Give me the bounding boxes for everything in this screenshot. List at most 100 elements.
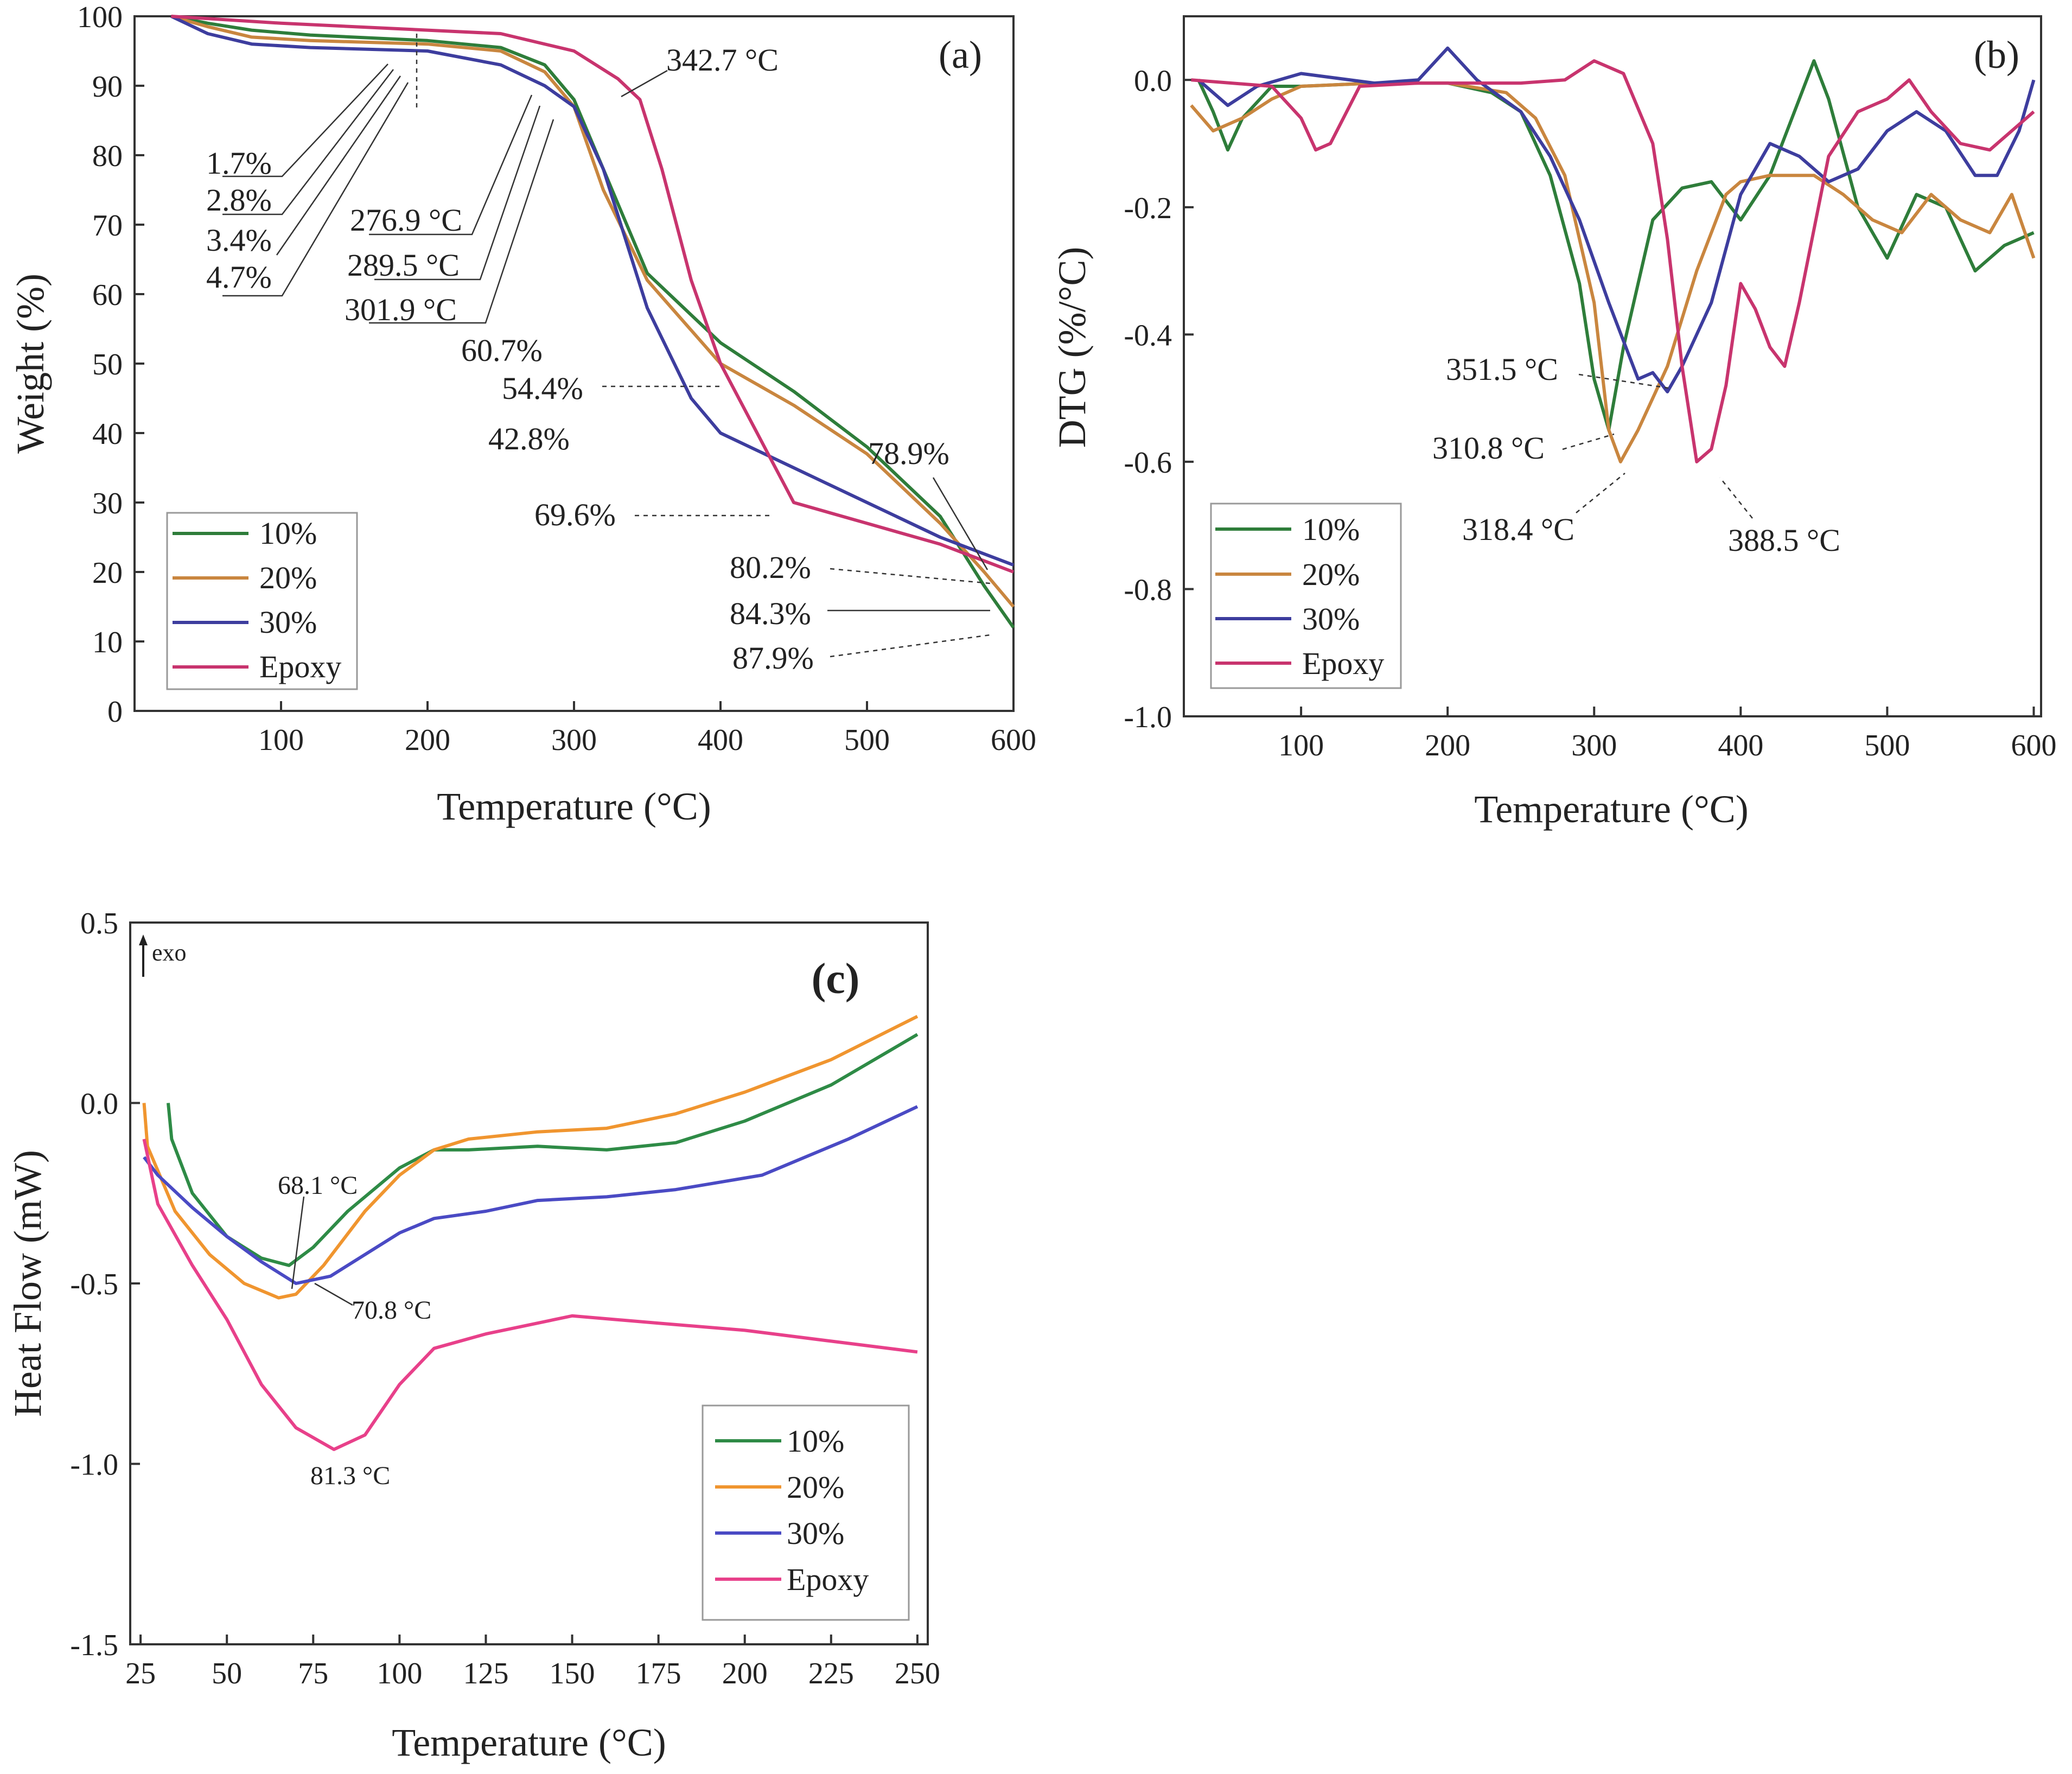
exo-label: exo [152, 939, 187, 966]
x-tick-label: 50 [212, 1657, 242, 1690]
y-tick-label: 60 [92, 278, 123, 312]
y-tick-label: -0.4 [1124, 319, 1172, 352]
panel-c-x-axis-label: Temperature (°C) [392, 1721, 666, 1764]
annotation-mass-loss-2: 2.8% [206, 182, 272, 218]
annotation-peak-30: 351.5 °C [1446, 352, 1558, 387]
annotation-min-epoxy: 81.3 °C [310, 1461, 390, 1490]
y-tick-label: -0.2 [1124, 192, 1172, 225]
x-tick-label: 175 [636, 1657, 681, 1690]
y-tick-label: 90 [92, 70, 123, 104]
y-tick-label: 30 [92, 487, 123, 520]
x-tick-label: 400 [698, 723, 743, 757]
y-tick-label: -1.0 [70, 1448, 118, 1482]
annotation-leader [314, 1282, 353, 1306]
legend-label-20: 20% [259, 560, 317, 595]
legend-label-20: 20% [1302, 557, 1360, 592]
series-line-20pct [142, 1015, 919, 1300]
legend-label-30: 30% [787, 1516, 844, 1551]
panel-b-y-axis-label: DTG (%/°C) [1050, 247, 1094, 448]
legend-label-epoxy: Epoxy [259, 649, 341, 684]
annotation-min-20: 70.8 °C [352, 1296, 431, 1325]
y-tick-label: 0.5 [80, 907, 118, 940]
series-line-20pct [170, 15, 1015, 608]
annotation-epoxy-onset: 342.7 °C [666, 42, 779, 78]
annotation-loss-10-mid: 60.7% [461, 333, 543, 368]
series-line-epoxy [171, 15, 1015, 574]
panel-b-legend: 10% 20% 30% Epoxy [1210, 503, 1402, 689]
panel-b-dtg-chart: 100 200 300 400 500 600 0.0 -0.2 -0.4 -0.6 -0.8 -1.… [1050, 15, 2056, 831]
panel-b-panel-label: (b) [1974, 33, 2019, 77]
annotation-leader [1562, 433, 1615, 450]
annotation-leader [369, 94, 533, 236]
y-tick-label: -0.5 [70, 1268, 118, 1301]
panel-a-legend: 10% 20% 30% Epoxy [166, 512, 358, 690]
series-line-epoxy [1191, 59, 2035, 463]
panel-c-annotations: 68.1 °C 70.8 °C 81.3 °C [278, 1171, 431, 1490]
annotation-leader [1719, 477, 1753, 519]
legend-label-10: 10% [259, 516, 317, 551]
annotation-peak-20: 318.4 °C [1462, 512, 1574, 547]
annotation-onset-20: 289.5 °C [347, 247, 460, 283]
x-tick-label: 200 [722, 1657, 768, 1690]
y-tick-label: 20 [92, 556, 123, 590]
legend-box [1210, 503, 1402, 689]
panel-a-y-axis-label: Weight (%) [9, 274, 52, 454]
annotation-peak-10: 310.8 °C [1432, 430, 1545, 466]
series-line-10pct [167, 1033, 919, 1267]
annotation-leader [1576, 473, 1625, 513]
annotation-leader [276, 75, 401, 256]
annotation-min-10: 68.1 °C [278, 1171, 358, 1200]
y-tick-label: 0.0 [80, 1088, 118, 1121]
annotation-mass-loss-3: 3.4% [206, 222, 272, 258]
annotation-mass-loss-4: 4.7% [206, 259, 272, 295]
annotation-leader [222, 69, 394, 215]
series-line-20pct [1190, 81, 2036, 463]
y-tick-label: 10 [92, 626, 123, 659]
x-tick-label: 300 [1571, 729, 1617, 762]
annotation-leader [222, 82, 409, 297]
panel-c-panel-label: (c) [812, 955, 860, 1003]
x-tick-label: 75 [298, 1657, 328, 1690]
annotation-final-20: 84.3% [730, 596, 811, 631]
annotation-peak-epoxy: 388.5 °C [1728, 523, 1840, 558]
annotation-leader [830, 634, 991, 658]
annotation-mass-loss-1: 1.7% [206, 145, 272, 181]
annotation-loss-20-mid: 54.4% [502, 371, 583, 406]
legend-label-20: 20% [787, 1470, 844, 1505]
legend-label-30: 30% [1302, 601, 1360, 637]
legend-label-epoxy: Epoxy [787, 1562, 869, 1597]
y-tick-label: 0 [107, 695, 123, 729]
x-tick-label: 500 [1864, 729, 1910, 762]
annotation-leader [830, 568, 991, 584]
panel-c-heat-flow-chart: 25 50 75 100 125 150 175 200 225 250 0.5 0.0 -0.5 -1.… [6, 907, 940, 1764]
annotation-final-30: 78.9% [868, 436, 949, 471]
panel-b-annotations: 351.5 °C 310.8 °C 318.4 °C 388.5 °C [1432, 352, 1840, 558]
x-tick-label: 600 [2011, 729, 2056, 762]
x-tick-label: 250 [895, 1657, 940, 1690]
annotation-onset-30: 301.9 °C [345, 292, 457, 327]
y-tick-label: 50 [92, 348, 123, 381]
x-tick-label: 125 [463, 1657, 508, 1690]
x-tick-label: 300 [551, 723, 597, 757]
annotation-leader [291, 1196, 305, 1289]
annotation-leader [374, 105, 541, 281]
exo-arrowhead-icon [139, 934, 148, 945]
x-tick-label: 500 [844, 723, 890, 757]
legend-label-epoxy: Epoxy [1302, 646, 1384, 681]
x-tick-label: 600 [991, 723, 1036, 757]
annotation-final-epoxy: 80.2% [730, 550, 811, 585]
x-tick-label: 200 [405, 723, 450, 757]
annotation-leader [621, 69, 668, 98]
x-tick-label: 225 [808, 1657, 854, 1690]
x-tick-label: 150 [550, 1657, 595, 1690]
x-tick-label: 100 [377, 1657, 422, 1690]
y-tick-label: -1.5 [70, 1629, 118, 1662]
x-tick-label: 25 [125, 1657, 156, 1690]
annotation-leader [1578, 373, 1669, 389]
annotation-loss-epoxy-mid: 69.6% [534, 497, 616, 532]
x-tick-label: 100 [258, 723, 304, 757]
panel-b-x-axis-label: Temperature (°C) [1474, 787, 1749, 831]
annotation-final-10: 87.9% [732, 640, 814, 676]
y-tick-label: -0.6 [1124, 446, 1172, 480]
